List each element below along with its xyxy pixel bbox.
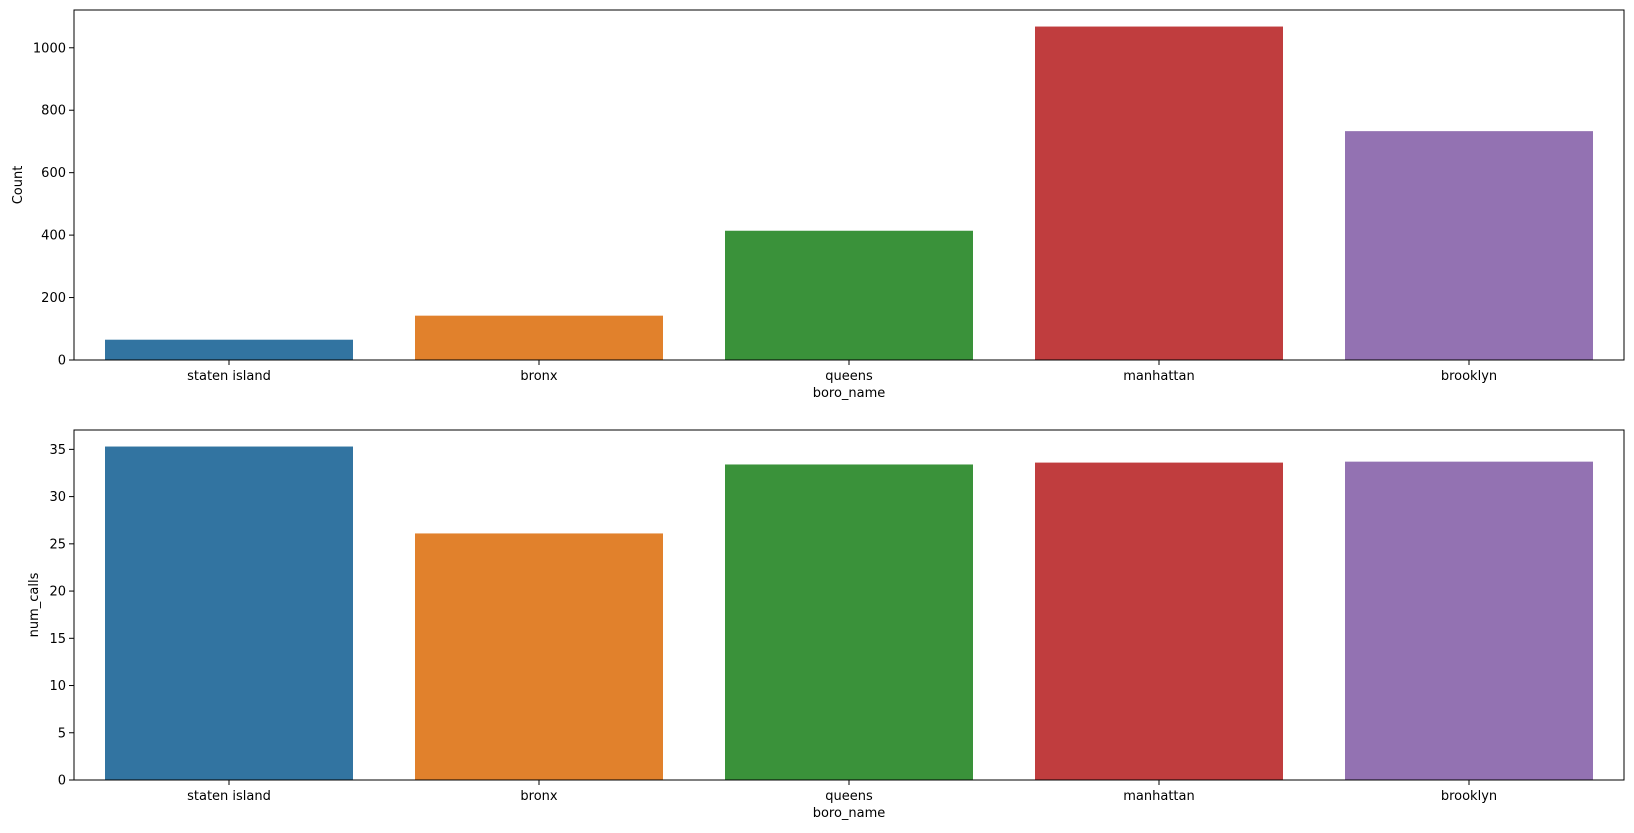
- x-axis-label: boro_name: [813, 386, 886, 401]
- x-tick-label: staten island: [187, 369, 271, 384]
- x-tick-label: brooklyn: [1441, 789, 1497, 804]
- bar-queens: [725, 230, 973, 360]
- x-tick-label: bronx: [520, 789, 558, 804]
- bar-brooklyn: [1345, 461, 1593, 780]
- y-tick-label: 35: [49, 443, 66, 458]
- x-tick-label: bronx: [520, 369, 558, 384]
- y-tick-label: 200: [41, 291, 66, 306]
- y-tick-label: 0: [58, 774, 66, 789]
- bar-staten-island: [105, 339, 353, 360]
- x-tick-label: queens: [825, 789, 873, 804]
- y-tick-label: 5: [58, 726, 66, 741]
- y-tick-label: 10: [49, 679, 66, 694]
- bar-brooklyn: [1345, 131, 1593, 360]
- y-axis-label: Count: [11, 166, 26, 205]
- count-by-borough-chart: 0 200 400 600 800 1000 staten island bronx queen…: [11, 9, 1625, 401]
- y-tick-label: 1000: [33, 41, 66, 56]
- num-calls-by-borough-chart: 0 5 10 15 20 25 30 35 staten island bronx queens ma…: [27, 429, 1625, 821]
- y-tick-label: 400: [41, 229, 66, 244]
- x-axis-label: boro_name: [813, 806, 886, 821]
- y-axis-label: num_calls: [27, 572, 42, 637]
- bar-bronx: [415, 315, 663, 360]
- y-tick-label: 20: [49, 585, 66, 600]
- x-tick-label: manhattan: [1123, 789, 1194, 804]
- x-tick-label: queens: [825, 369, 873, 384]
- x-tick-label: brooklyn: [1441, 369, 1497, 384]
- y-tick-label: 600: [41, 166, 66, 181]
- bar-queens: [725, 464, 973, 780]
- y-tick-label: 800: [41, 104, 66, 119]
- bar-bronx: [415, 533, 663, 780]
- y-tick-label: 15: [49, 632, 66, 647]
- x-tick-label: manhattan: [1123, 369, 1194, 384]
- bar-manhattan: [1035, 26, 1283, 360]
- y-tick-label: 25: [49, 537, 66, 552]
- bar-manhattan: [1035, 462, 1283, 780]
- bar-staten-island: [105, 446, 353, 780]
- y-tick-label: 0: [58, 354, 66, 369]
- x-tick-label: staten island: [187, 789, 271, 804]
- y-tick-label: 30: [49, 490, 66, 505]
